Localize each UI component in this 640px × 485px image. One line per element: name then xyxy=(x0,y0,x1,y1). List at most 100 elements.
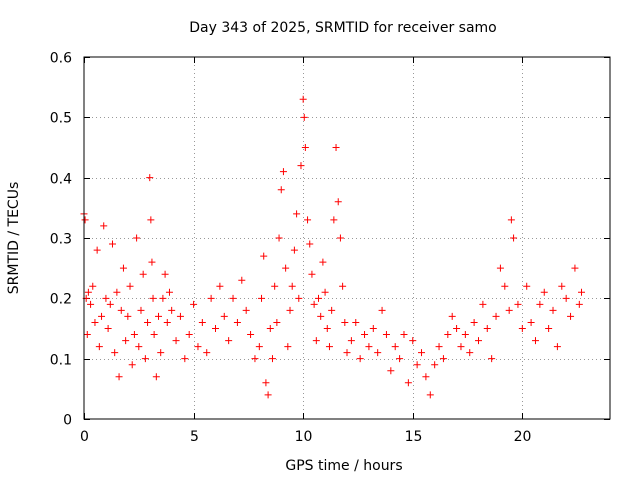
data-point xyxy=(336,234,344,242)
data-point xyxy=(216,282,224,290)
data-point xyxy=(496,264,504,272)
data-point xyxy=(334,198,342,206)
data-point xyxy=(575,300,583,308)
data-point xyxy=(161,270,169,278)
data-point xyxy=(431,361,439,369)
data-point xyxy=(290,246,298,254)
data-point xyxy=(374,349,382,357)
data-point xyxy=(149,294,157,302)
data-point xyxy=(117,306,125,314)
data-point xyxy=(306,240,314,248)
data-point xyxy=(266,325,274,332)
data-point xyxy=(400,331,408,339)
data-point xyxy=(488,355,496,363)
data-point xyxy=(238,276,246,284)
data-point xyxy=(308,270,316,278)
data-point xyxy=(492,312,500,320)
data-point xyxy=(262,379,270,387)
data-point xyxy=(126,282,134,290)
data-point xyxy=(146,174,154,182)
data-point xyxy=(95,343,103,351)
data-point xyxy=(549,306,557,314)
data-point xyxy=(571,264,579,272)
data-point xyxy=(275,234,283,242)
data-point xyxy=(301,144,309,151)
data-point xyxy=(470,318,478,326)
data-point xyxy=(315,294,323,302)
data-point xyxy=(514,300,522,308)
data-point xyxy=(286,306,294,314)
data-point xyxy=(365,343,373,351)
data-point xyxy=(225,337,233,345)
data-point xyxy=(185,331,193,339)
data-point xyxy=(251,355,259,363)
data-point xyxy=(119,264,127,272)
data-point xyxy=(475,337,482,345)
data-point xyxy=(523,282,531,290)
data-point xyxy=(321,288,329,296)
data-point xyxy=(479,300,487,308)
data-point xyxy=(310,300,318,308)
data-point xyxy=(578,288,586,296)
data-point xyxy=(115,373,123,381)
data-point xyxy=(93,246,101,254)
data-point xyxy=(242,306,250,314)
data-point xyxy=(212,325,219,332)
data-point xyxy=(139,270,147,278)
data-point xyxy=(268,355,276,363)
data-point xyxy=(271,282,279,290)
data-point xyxy=(133,234,141,242)
data-point xyxy=(409,337,417,345)
data-point xyxy=(378,306,386,314)
axis-ticks: 0 0.1 0.2 0.3 0.4 0.5 0.6 0 5 10 15 20 xyxy=(50,51,610,445)
data-point xyxy=(165,288,173,296)
data-point xyxy=(352,318,360,326)
y-tick-label: 0.2 xyxy=(50,292,72,308)
grid-lines xyxy=(84,57,610,419)
data-point xyxy=(207,294,215,302)
data-point xyxy=(163,318,171,326)
y-tick-label: 0.3 xyxy=(50,232,72,248)
data-point xyxy=(325,343,333,351)
data-point xyxy=(91,318,99,326)
data-point xyxy=(553,343,561,351)
data-point xyxy=(100,222,108,230)
data-point xyxy=(122,337,130,345)
data-point xyxy=(466,349,474,357)
data-point xyxy=(220,312,228,320)
data-point xyxy=(391,343,399,351)
data-point xyxy=(229,294,237,302)
data-point xyxy=(426,391,434,399)
data-point xyxy=(260,252,268,260)
data-point xyxy=(124,312,132,320)
data-point xyxy=(545,325,553,332)
data-point xyxy=(312,337,320,345)
x-tick-label: 15 xyxy=(405,429,423,445)
data-point xyxy=(483,325,491,332)
data-point xyxy=(104,325,112,332)
data-point xyxy=(176,312,184,320)
data-point xyxy=(282,264,290,272)
data-point xyxy=(284,343,292,351)
data-point xyxy=(418,349,426,357)
y-axis-label: SRMTID / TECUs xyxy=(6,182,22,295)
data-point xyxy=(155,312,163,320)
data-point xyxy=(300,113,308,121)
data-point xyxy=(279,168,287,176)
y-tick-label: 0.5 xyxy=(50,111,72,127)
data-point xyxy=(413,361,421,369)
data-point xyxy=(435,343,443,351)
data-point xyxy=(461,331,469,339)
data-point xyxy=(444,331,452,339)
data-point xyxy=(295,294,303,302)
data-point xyxy=(505,306,513,314)
y-tick-label: 0.4 xyxy=(50,172,72,188)
data-point xyxy=(404,379,412,387)
data-point xyxy=(339,282,347,290)
data-point xyxy=(181,355,189,363)
data-point xyxy=(387,367,395,375)
data-point xyxy=(147,216,155,224)
data-point xyxy=(159,294,167,302)
data-point xyxy=(422,373,430,381)
